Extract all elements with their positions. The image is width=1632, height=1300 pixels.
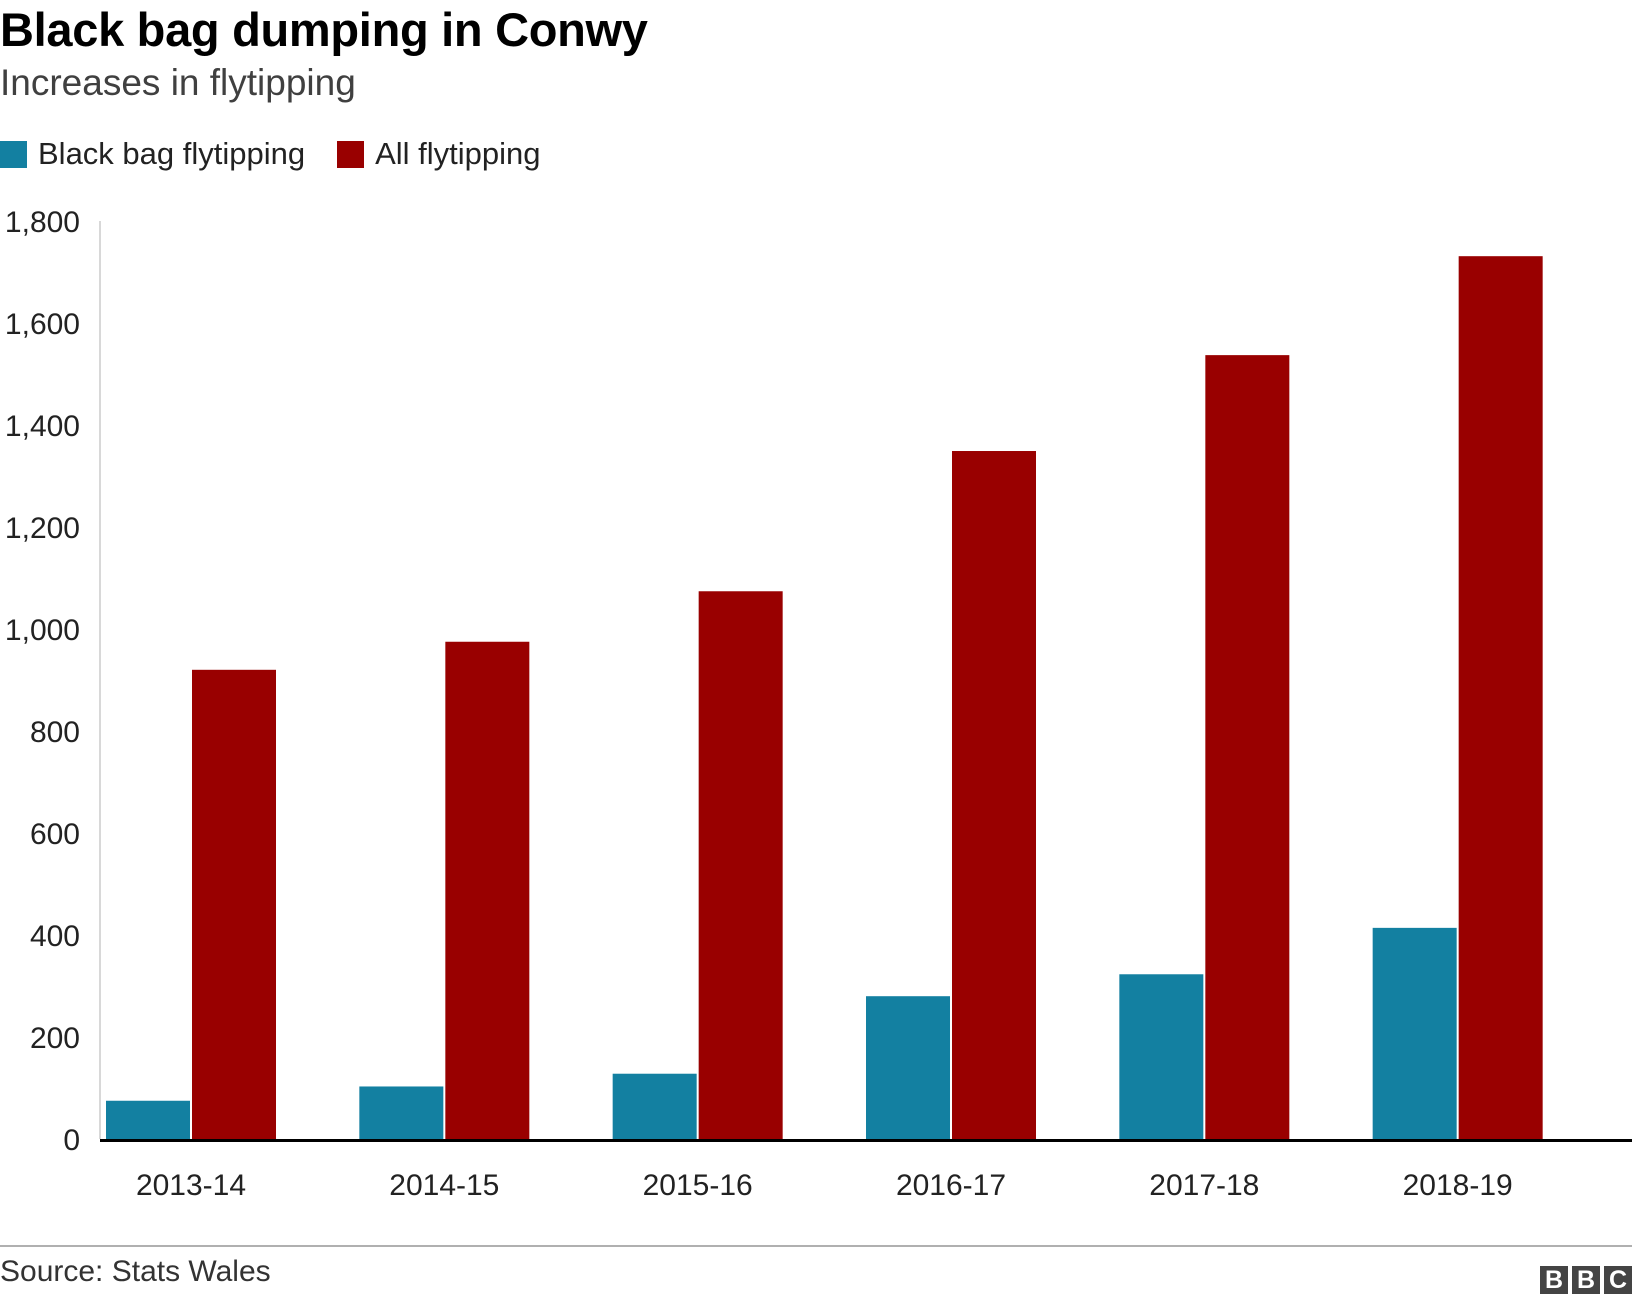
chart-title: Black bag dumping in Conwy xyxy=(0,3,648,56)
bar-all xyxy=(698,591,783,1139)
bar-all xyxy=(445,641,530,1139)
y-tick-label: 0 xyxy=(63,1124,80,1157)
legend-item-all: All flytipping xyxy=(337,136,541,172)
legend-swatch-all xyxy=(337,140,365,168)
logo-letter: B xyxy=(1540,1266,1568,1294)
y-tick-label: 1,800 xyxy=(5,206,80,239)
bar-all xyxy=(1458,256,1543,1139)
y-tick-label: 1,600 xyxy=(5,308,80,341)
bar-all xyxy=(1205,355,1290,1139)
x-tick-label: 2017-18 xyxy=(1149,1169,1259,1202)
bar-black-bag xyxy=(1119,974,1204,1139)
y-tick-label: 400 xyxy=(30,920,80,953)
bar-black-bag xyxy=(1372,927,1457,1139)
legend: Black bag flytipping All flytipping xyxy=(0,136,573,172)
bar-chart: 0 200 400 600 800 1,000 1,200 1,400 1,600 1,800 20… xyxy=(5,206,1632,1202)
bar-black-bag xyxy=(612,1073,697,1139)
y-tick-label: 1,200 xyxy=(5,512,80,545)
bbc-logo: B B C xyxy=(1536,1266,1632,1294)
y-tick-label: 200 xyxy=(30,1022,80,1055)
legend-swatch-black-bag xyxy=(0,140,27,168)
legend-item-black-bag: Black bag flytipping xyxy=(0,136,305,172)
bar-black-bag xyxy=(106,1100,190,1139)
bar-black-bag xyxy=(359,1086,444,1139)
legend-label-black-bag: Black bag flytipping xyxy=(38,136,306,171)
y-tick-label: 600 xyxy=(30,818,80,851)
x-tick-label: 2013-14 xyxy=(136,1169,246,1202)
logo-letter: B xyxy=(1572,1266,1600,1294)
bar-all xyxy=(192,669,276,1139)
source-note: Source: Stats Wales xyxy=(0,1255,271,1288)
x-tick-label: 2014-15 xyxy=(389,1169,499,1202)
legend-label-all: All flytipping xyxy=(375,136,541,171)
x-tick-label: 2015-16 xyxy=(643,1169,753,1202)
chart-subtitle: Increases in flytipping xyxy=(0,62,356,103)
bar-all xyxy=(952,451,1036,1139)
footer-divider xyxy=(0,1245,1632,1247)
logo-letter: C xyxy=(1604,1266,1632,1294)
y-tick-label: 800 xyxy=(30,716,80,749)
y-tick-label: 1,400 xyxy=(5,410,80,443)
y-tick-label: 1,000 xyxy=(5,614,80,647)
bar-black-bag xyxy=(866,996,950,1139)
x-tick-label: 2016-17 xyxy=(896,1169,1006,1202)
x-tick-label: 2018-19 xyxy=(1403,1169,1513,1202)
